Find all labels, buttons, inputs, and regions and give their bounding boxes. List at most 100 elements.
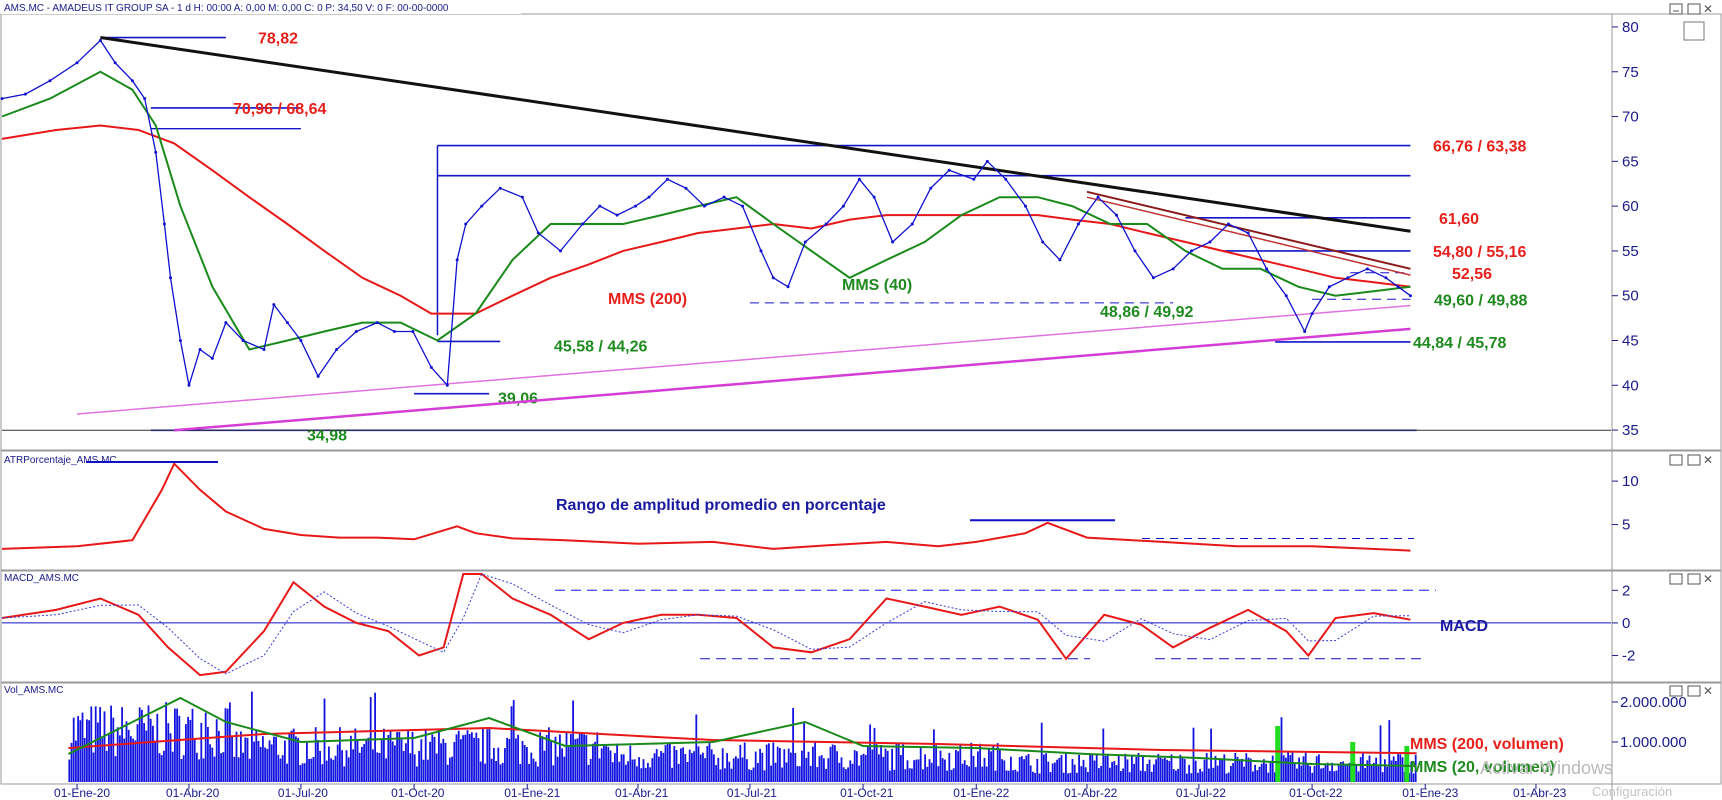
maximize-icon[interactable]: [1687, 454, 1701, 466]
volume-bar: [1175, 770, 1177, 782]
maximize-icon[interactable]: [1687, 3, 1701, 15]
volume-bar: [1280, 717, 1283, 782]
close-icon[interactable]: ✕: [1703, 572, 1713, 586]
volume-bar: [488, 728, 491, 782]
volume-bar: [396, 732, 398, 782]
volume-bar: [277, 754, 280, 782]
minimize-icon[interactable]: [1669, 685, 1683, 697]
maximize-icon[interactable]: [1687, 573, 1701, 585]
volume-bar: [1029, 765, 1032, 782]
volume-bar: [702, 752, 704, 782]
volume-bar: [262, 736, 264, 782]
volume-bar: [878, 754, 880, 782]
macd-window-controls[interactable]: ✕: [1669, 572, 1713, 586]
maximize-icon[interactable]: [1687, 685, 1701, 697]
volume-bar: [479, 761, 482, 782]
price-point: [722, 195, 726, 199]
close-icon[interactable]: ✕: [1703, 453, 1713, 467]
volume-bar: [141, 709, 143, 782]
volume-bar: [1104, 755, 1107, 782]
volume-bar: [200, 722, 203, 782]
volume-bar: [422, 759, 425, 782]
close-icon[interactable]: ✕: [1703, 2, 1713, 16]
volume-bar: [273, 736, 275, 782]
price-point: [1151, 276, 1155, 280]
volume-bar: [957, 751, 959, 782]
volume-bar: [1384, 759, 1386, 782]
volume-bar: [790, 752, 792, 782]
volume-bar: [893, 769, 896, 782]
volume-bar: [1373, 762, 1375, 782]
atr-window-controls[interactable]: ✕: [1669, 453, 1713, 467]
volume-bar: [904, 769, 907, 782]
volume-bar: [721, 748, 724, 782]
price-point: [857, 177, 861, 181]
price-point: [1384, 276, 1388, 280]
volume-bar: [163, 750, 165, 782]
volume-bar: [187, 716, 189, 782]
main-downtrend-line: [100, 36, 1411, 233]
volume-bar: [895, 744, 898, 782]
volume-bar: [156, 713, 159, 782]
minimize-icon[interactable]: [1669, 573, 1683, 585]
volume-bar: [94, 706, 97, 782]
volume-bar: [556, 756, 559, 782]
volume-bar: [1344, 764, 1347, 782]
price-point: [872, 195, 876, 199]
volume-bar: [376, 752, 379, 782]
volume-bar: [598, 758, 601, 782]
volume-bar: [134, 740, 137, 782]
volume-bar: [435, 753, 438, 782]
volume-bar: [449, 757, 451, 782]
volume-bar: [1016, 771, 1019, 782]
volume-bar: [565, 732, 568, 782]
volume-bar: [328, 746, 330, 782]
volume-bar: [1089, 753, 1091, 782]
volume-bar: [798, 766, 801, 782]
volume-bar: [325, 760, 328, 782]
volume-bar: [1001, 759, 1003, 782]
volume-bar: [741, 757, 744, 782]
volume-window-controls[interactable]: ✕: [1669, 684, 1713, 698]
volume-bar: [1340, 762, 1342, 782]
minimize-icon[interactable]: [1669, 454, 1683, 466]
volume-bar: [570, 734, 572, 782]
volume-bar: [1313, 765, 1316, 782]
volume-bar: [1260, 763, 1263, 782]
volume-bar: [321, 764, 324, 782]
volume-bar: [1390, 760, 1393, 782]
volume-bar: [149, 718, 152, 782]
volume-bar: [867, 746, 869, 782]
minimize-icon[interactable]: [1669, 3, 1683, 15]
volume-bar: [959, 743, 962, 782]
volume-bar: [330, 758, 332, 782]
volume-bar: [1197, 772, 1199, 782]
volume-bar: [596, 732, 599, 782]
volume-bar: [880, 745, 882, 782]
level-label: 61,60: [1439, 211, 1479, 228]
volume-bar: [1166, 759, 1168, 782]
price-point: [1076, 222, 1080, 226]
volume-bar: [796, 766, 799, 782]
volume-bar: [1388, 720, 1391, 782]
volume-bar: [785, 762, 788, 782]
close-icon[interactable]: ✕: [1703, 684, 1713, 698]
volume-bar: [1117, 755, 1120, 782]
volume-bar: [732, 758, 735, 782]
expand-icon[interactable]: [1683, 21, 1705, 41]
volume-bar: [1003, 760, 1006, 782]
volume-bar: [1155, 759, 1157, 782]
level-label: 78,82: [258, 31, 298, 48]
macd-panel-title: MACD_AMS.MC: [4, 573, 79, 584]
volume-bar: [761, 752, 764, 782]
volume-bar: [754, 751, 757, 782]
volume-bar: [765, 744, 768, 782]
volume-bar: [264, 747, 266, 782]
volume-bar: [1076, 772, 1078, 782]
volume-bar: [752, 767, 755, 782]
price-window-controls[interactable]: ✕: [1669, 2, 1713, 16]
volume-bar: [420, 739, 423, 782]
volume-bar: [1045, 753, 1047, 782]
volume-bar: [484, 763, 486, 782]
volume-bar: [999, 749, 1001, 782]
